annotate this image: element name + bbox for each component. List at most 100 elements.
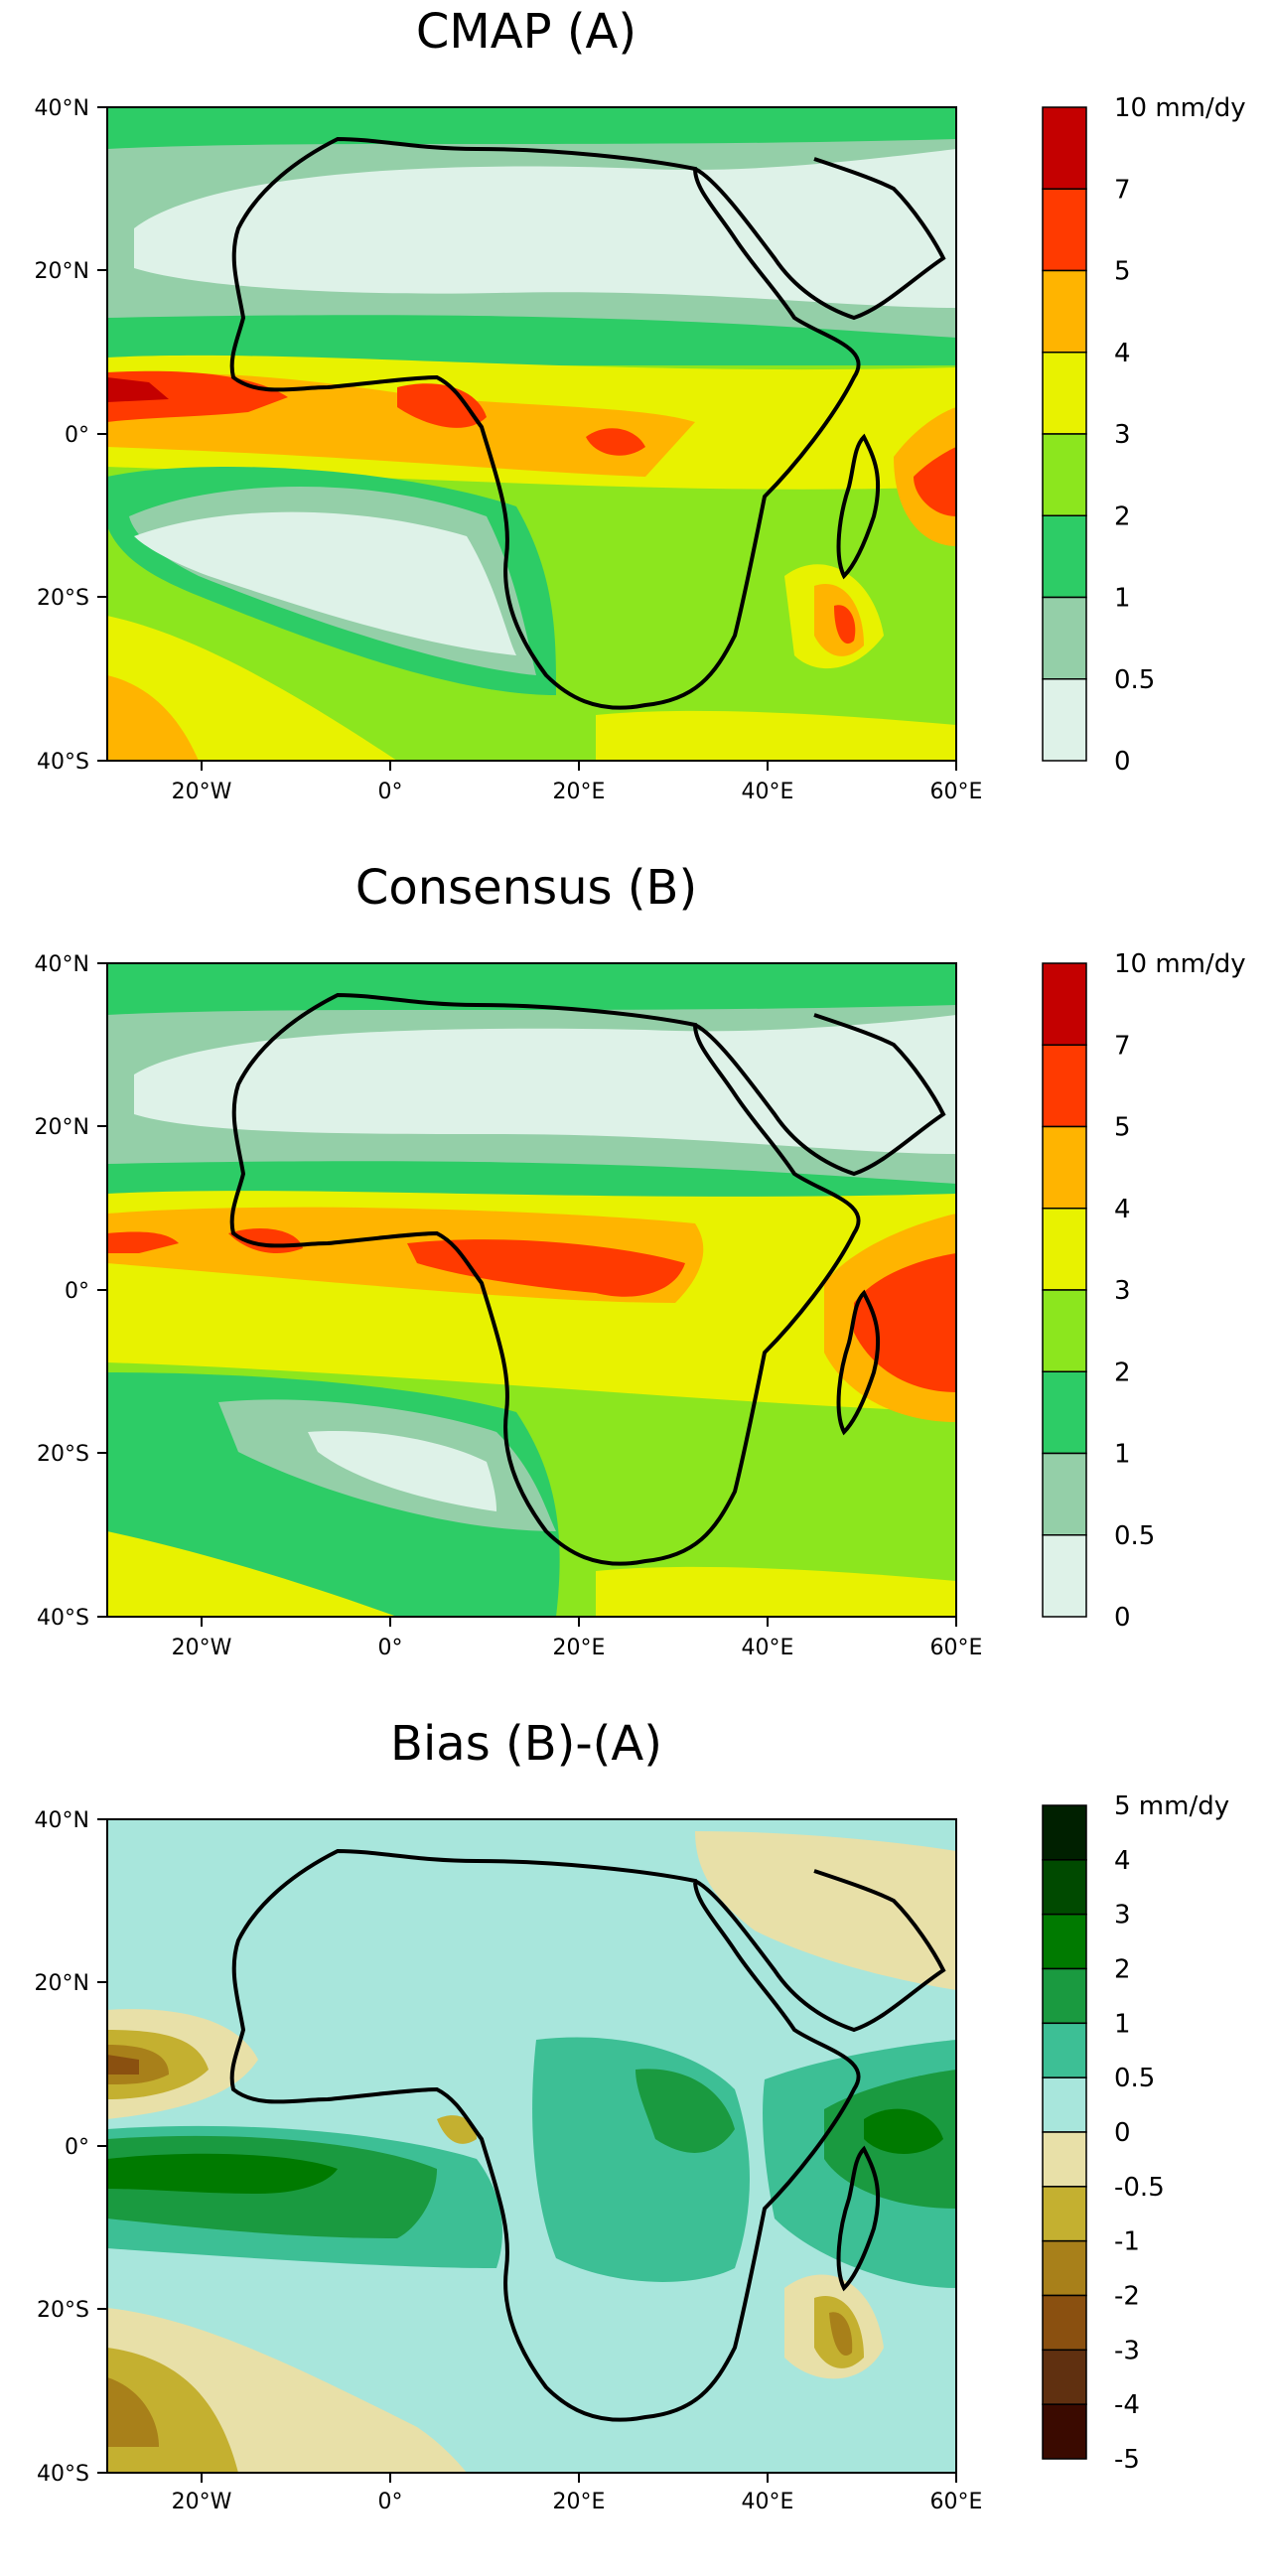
colorbar-label: 7 <box>1114 1031 1131 1061</box>
lon-label: 60°E <box>930 780 983 804</box>
lon-labels: 20°W 0° 20°E 40°E 60°E <box>172 780 983 804</box>
lat-label: 0° <box>65 1279 89 1304</box>
colorbar-label: -1 <box>1114 2227 1140 2257</box>
colorbar-label: 10 mm/dy <box>1114 93 1246 123</box>
colorbar-label: -5 <box>1114 2445 1140 2475</box>
colorbar-swatch <box>1042 678 1087 762</box>
colorbar-swatch <box>1042 2349 1087 2405</box>
lat-label: 0° <box>65 2135 89 2160</box>
colorbar-label: 4 <box>1114 339 1131 368</box>
lat-labels: 40°N 20°N 0° 20°S 40°S <box>35 952 89 1631</box>
colorbar-swatch <box>1042 2294 1087 2352</box>
map-panel-cmap: 40°N 20°N 0° 20°S 40°S 20°W 0° 20°E 40°E… <box>35 93 1246 804</box>
colorbar-label: 0 <box>1114 747 1131 777</box>
lat-label: 40°N <box>35 1808 89 1833</box>
colorbar-label: 5 <box>1114 257 1131 287</box>
lon-label: 0° <box>378 2490 403 2514</box>
colorbar-swatch <box>1042 269 1087 354</box>
colorbar-label: 10 mm/dy <box>1114 949 1246 979</box>
colorbar-swatch <box>1042 2239 1087 2297</box>
colorbar-swatch <box>1042 2022 1087 2078</box>
colorbar-swatch <box>1042 1208 1087 1291</box>
colorbar-label: 3 <box>1114 420 1131 450</box>
axis-ticks <box>97 1818 957 2483</box>
lon-label: 40°E <box>742 780 794 804</box>
precip-field <box>107 963 956 1617</box>
colorbar-label: 7 <box>1114 175 1131 205</box>
lat-label: 20°S <box>37 586 89 611</box>
colorbar-label: -4 <box>1114 2390 1140 2420</box>
panel-title-consensus: Consensus (B) <box>354 860 698 916</box>
panel-title-bias: Bias (B)-(A) <box>390 1716 662 1772</box>
lon-label: 40°E <box>742 2490 794 2514</box>
lon-label: 20°W <box>172 780 232 804</box>
map-panel-consensus: 40°N 20°N 0° 20°S 40°S 20°W 0° 20°E 40°E… <box>35 949 1246 1660</box>
colorbar-label: -3 <box>1114 2336 1140 2365</box>
colorbar-swatch <box>1042 1804 1087 1861</box>
colorbar-swatch <box>1042 2076 1087 2133</box>
colorbar-label: 1 <box>1114 584 1131 614</box>
lon-label: 40°E <box>742 1636 794 1660</box>
colorbar-label: 5 mm/dy <box>1114 1791 1229 1821</box>
bias-field <box>107 1819 956 2473</box>
lat-label: 20°S <box>37 2298 89 2323</box>
axis-ticks <box>97 106 957 771</box>
colorbar-swatch <box>1042 1913 1087 1970</box>
colorbar-label: 2 <box>1114 1358 1131 1387</box>
colorbar-label: 2 <box>1114 1955 1131 1985</box>
lat-label: 20°N <box>35 1971 89 1996</box>
lon-label: 20°E <box>553 2490 606 2514</box>
axis-ticks <box>97 962 957 1627</box>
colorbar-label: 1 <box>1114 2009 1131 2039</box>
map-panel-bias: 40°N 20°N 0° 20°S 40°S 20°W 0° 20°E 40°E… <box>35 1791 1230 2514</box>
colorbar-swatch <box>1042 352 1087 435</box>
colorbar-swatch <box>1042 188 1087 272</box>
colorbar-swatch <box>1042 2131 1087 2188</box>
lat-label: 40°S <box>37 2462 89 2487</box>
colorbar: 5 mm/dy 4 3 2 1 0.5 0 -0.5 -1 -2 -3 -4 -5 <box>1042 1791 1229 2475</box>
colorbar-swatch <box>1042 2186 1087 2242</box>
lon-label: 60°E <box>930 1636 983 1660</box>
colorbar-swatch <box>1042 962 1087 1046</box>
lat-label: 20°N <box>35 259 89 284</box>
colorbar: 10 mm/dy 7 5 4 3 2 1 0.5 0 <box>1042 93 1246 777</box>
colorbar-swatch <box>1042 106 1087 190</box>
colorbar-label: 5 <box>1114 1113 1131 1143</box>
colorbar-label: 0.5 <box>1114 1521 1155 1551</box>
colorbar-swatch <box>1042 596 1087 680</box>
lon-label: 0° <box>378 1636 403 1660</box>
colorbar-label: 4 <box>1114 1195 1131 1224</box>
colorbar-swatch <box>1042 1452 1087 1536</box>
colorbar-label: 3 <box>1114 1901 1131 1931</box>
lat-label: 40°N <box>35 952 89 977</box>
colorbar-label: 1 <box>1114 1440 1131 1470</box>
colorbar-swatch <box>1042 2403 1087 2460</box>
colorbar: 10 mm/dy 7 5 4 3 2 1 0.5 0 <box>1042 949 1246 1633</box>
lat-label: 20°S <box>37 1442 89 1467</box>
colorbar-swatch <box>1042 1534 1087 1618</box>
colorbar-label: 0.5 <box>1114 665 1155 695</box>
lat-label: 40°S <box>37 1606 89 1631</box>
lon-label: 20°W <box>172 1636 232 1660</box>
colorbar-label: -2 <box>1114 2282 1140 2312</box>
lon-label: 20°W <box>172 2490 232 2514</box>
coastline <box>229 992 946 1566</box>
colorbar-label: 0.5 <box>1114 2064 1155 2093</box>
colorbar-label: -0.5 <box>1114 2173 1165 2203</box>
lat-label: 0° <box>65 423 89 448</box>
panel-title-cmap: CMAP (A) <box>415 4 637 60</box>
lon-label: 0° <box>378 780 403 804</box>
colorbar-label: 4 <box>1114 1846 1131 1876</box>
lat-labels: 40°N 20°N 0° 20°S 40°S <box>35 1808 89 2487</box>
lon-label: 60°E <box>930 2490 983 2514</box>
colorbar-swatch <box>1042 1125 1087 1210</box>
coastline <box>229 136 946 710</box>
colorbar-swatch <box>1042 514 1087 599</box>
lon-labels: 20°W 0° 20°E 40°E 60°E <box>172 2490 983 2514</box>
colorbar-swatch <box>1042 1967 1087 2025</box>
colorbar-swatch <box>1042 433 1087 516</box>
colorbar-label: 3 <box>1114 1276 1131 1306</box>
lon-label: 20°E <box>553 780 606 804</box>
colorbar-label: 0 <box>1114 1603 1131 1633</box>
lon-labels: 20°W 0° 20°E 40°E 60°E <box>172 1636 983 1660</box>
